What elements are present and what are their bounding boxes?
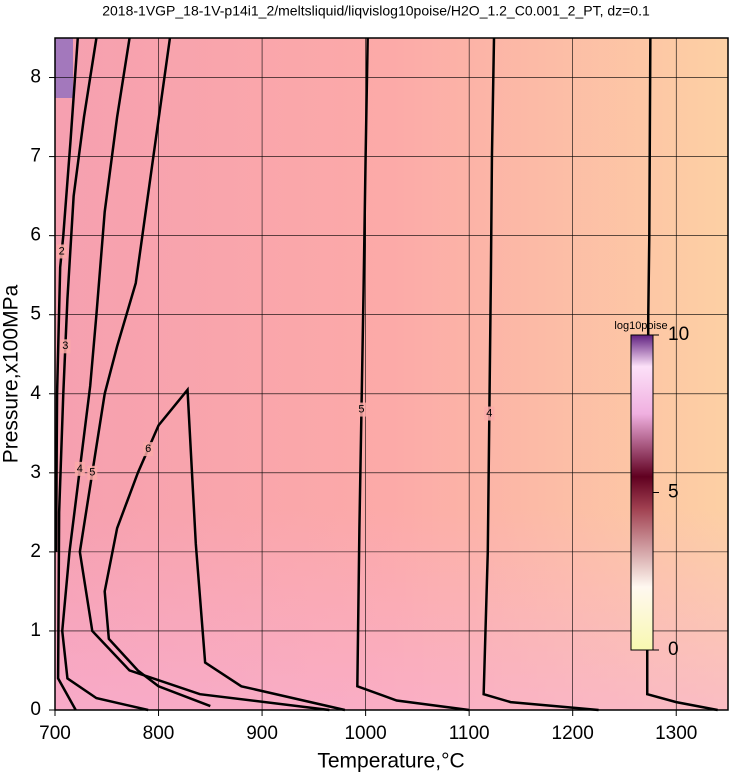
contour-label: 3 [62,340,68,352]
contour-label-bg [60,339,71,354]
chart-title: 2018-1VGP_18-1V-p14i1_2/meltsliquid/liqv… [102,3,650,19]
contour-label-bg [356,402,367,417]
y-tick-label: 3 [30,462,41,483]
contour-label: 4 [77,463,83,475]
x-axis-label: Temperature,°C [317,750,464,773]
contour-label: 2 [59,245,65,257]
colorbar [630,334,654,651]
x-tick-label: 900 [246,723,278,744]
y-tick-label: 8 [30,67,41,88]
y-tick-label: 0 [30,699,41,720]
contour-line [356,37,470,712]
y-tick-label: 5 [30,304,41,325]
contour-label-bg [87,465,98,480]
colorbar-tick-label: 0 [668,639,679,660]
contour-label: 6 [145,443,151,455]
y-tick-label: 2 [30,541,41,562]
corner-shade [55,38,73,98]
colorbar-tick-label: 5 [668,482,679,503]
y-tick-label: 4 [30,383,41,404]
contour-label-bg [56,244,67,259]
plot-shade [55,38,728,710]
contour-label-bg [74,461,85,476]
contour-label-bg [484,406,495,421]
contour-line [482,37,599,712]
y-tick-label: 6 [30,225,41,246]
contour-label-bg [143,442,154,457]
colorbar-tick-label: 10 [668,324,689,345]
x-tick-label: 800 [143,723,175,744]
plot-frame [54,37,729,711]
x-tick-label: 1100 [449,723,490,744]
contour-label: 4 [486,407,492,419]
x-tick-label: 1300 [655,723,697,744]
x-tick-label: 700 [39,723,71,744]
contour-label: 5 [89,467,95,479]
y-tick-label: 7 [30,146,41,167]
contour-label: 5 [358,403,364,415]
y-tick-label: 1 [30,620,41,641]
colorbar-title: log10poise [614,320,667,332]
x-tick-label: 1200 [552,723,594,744]
y-axis-label: Pressure,x100MPa [0,284,23,463]
contour-line [103,386,346,712]
x-tick-label: 1000 [344,723,386,744]
